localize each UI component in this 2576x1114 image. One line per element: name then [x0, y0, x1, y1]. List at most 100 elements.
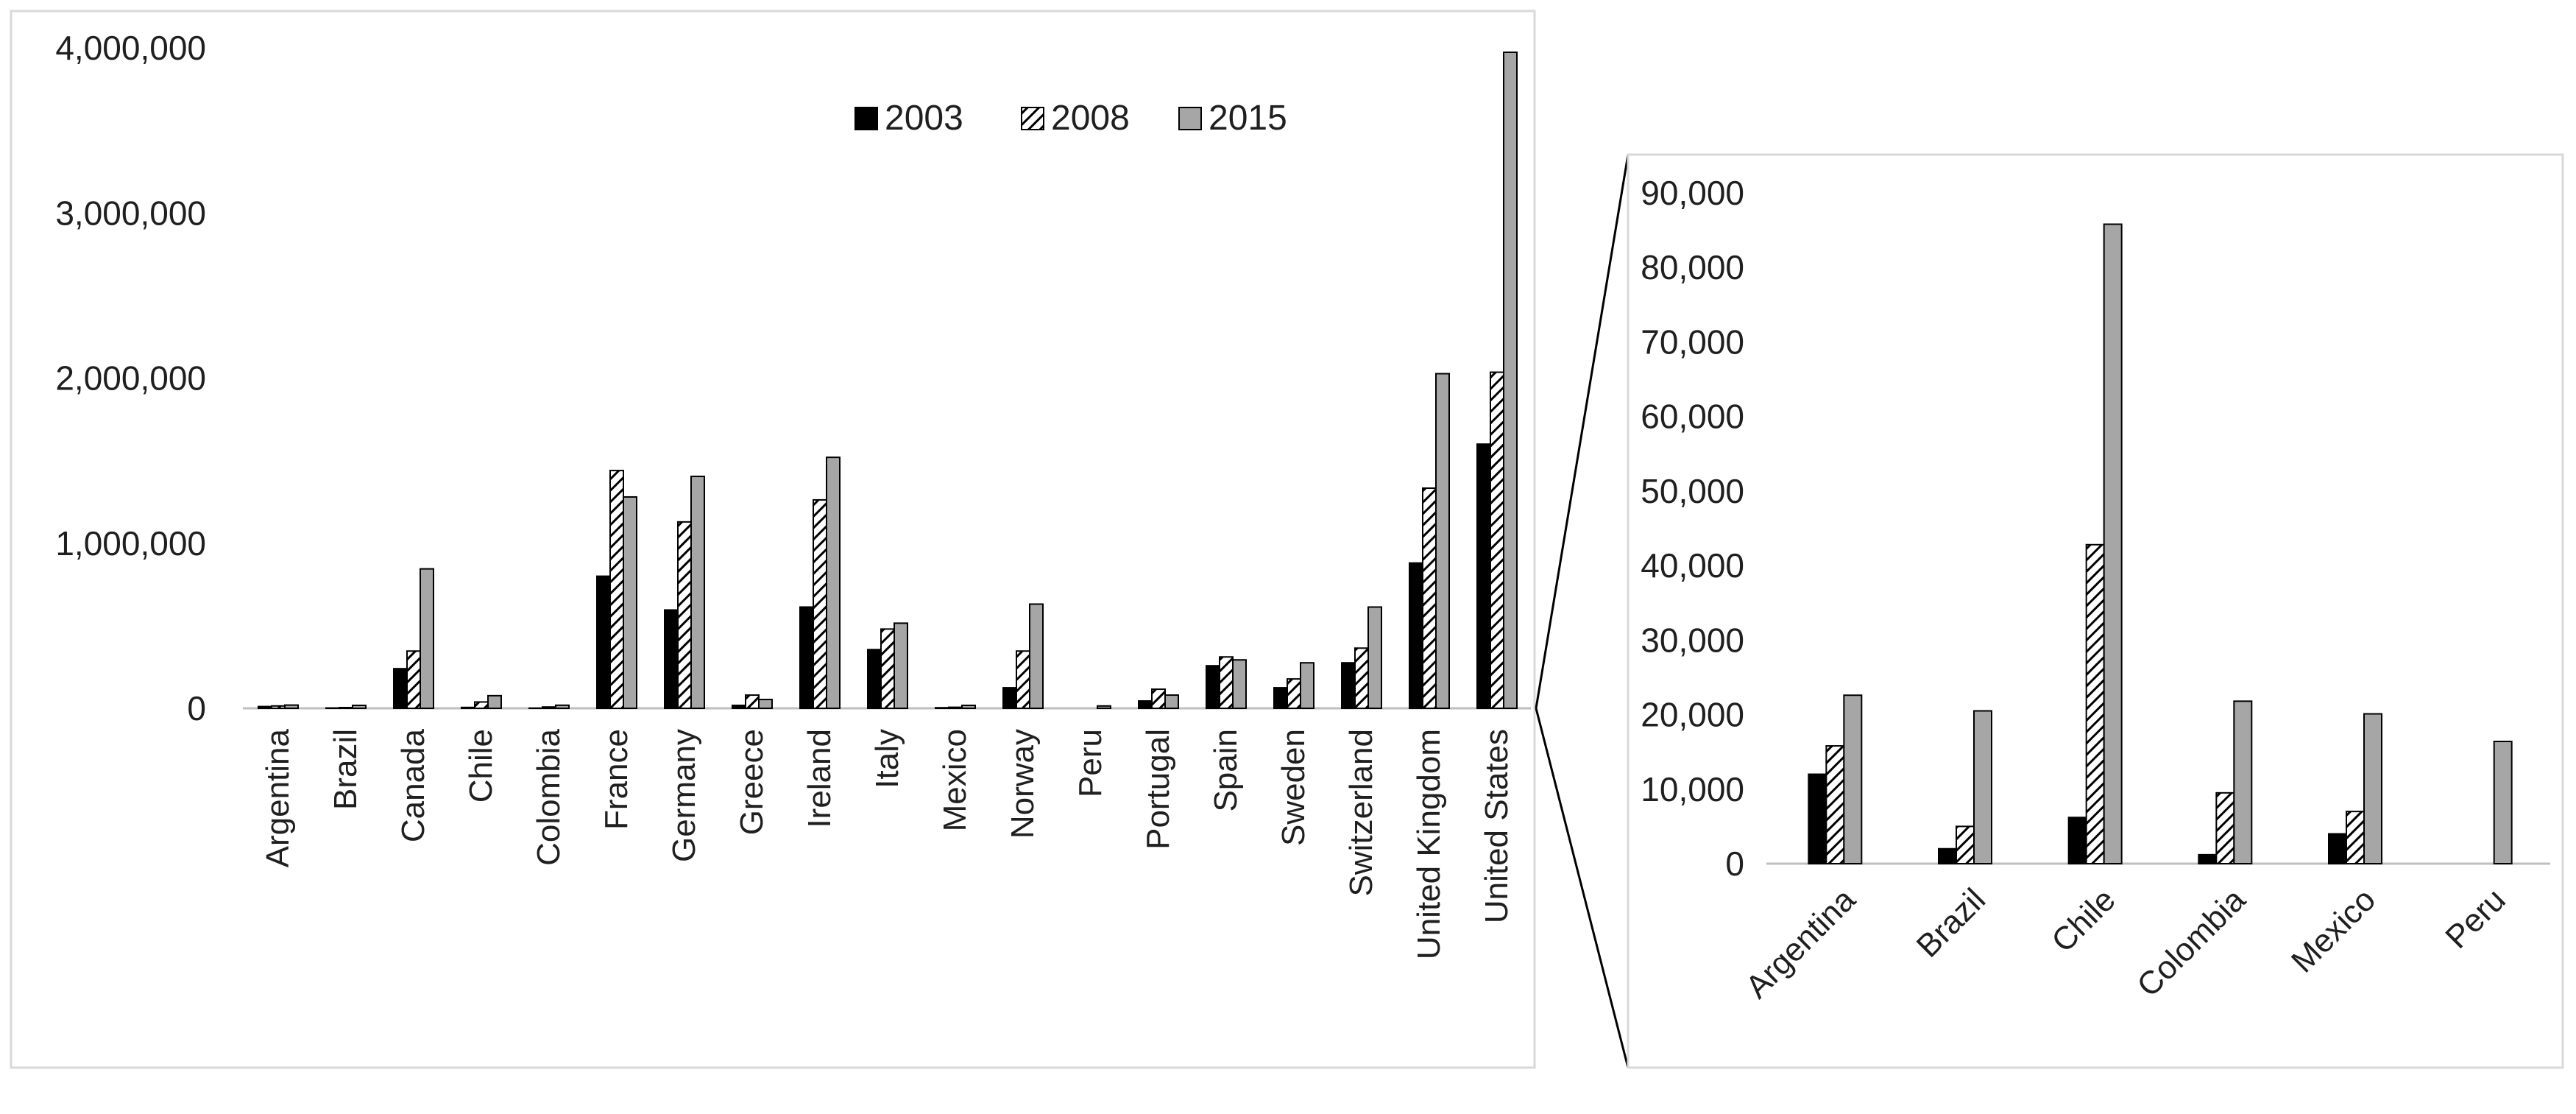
main-x-tick-label-germany: Germany: [666, 729, 702, 862]
main-bar-switzerland-2003: [1341, 662, 1356, 709]
main-chart: 0 1,000,000 2,000,000 3,000,000 4,000,000 Ar…: [10, 10, 1536, 1069]
inset-bar-chile-2003: [2067, 817, 2087, 864]
main-bar-colombia-2015: [555, 704, 570, 710]
main-bar-united-kingdom-2015: [1435, 373, 1450, 709]
main-bar-canada-2003: [393, 668, 408, 709]
main-x-tick-label-peru: Peru: [1072, 729, 1108, 797]
main-bar-germany-2015: [690, 476, 705, 709]
inset-bar-chile-2008: [2085, 543, 2105, 864]
inset-bar-brazil-2008: [1956, 825, 1975, 865]
main-x-tick-label-brazil: Brazil: [328, 729, 364, 810]
main-bar-canada-2008: [406, 650, 421, 710]
main-x-tick-label-mexico: Mexico: [937, 729, 973, 831]
main-bar-france-2008: [609, 470, 624, 710]
main-x-tick-label-chile: Chile: [463, 729, 499, 803]
main-x-tick-label-united-kingdom: United Kingdom: [1411, 729, 1447, 959]
inset-y-tick-label: 50,000: [1641, 472, 1744, 510]
inset-x-tick-label-argentina: Argentina: [1739, 881, 1863, 1005]
main-bar-norway-2015: [1029, 603, 1044, 709]
main-bar-greece-2015: [758, 699, 773, 709]
main-bar-germany-2008: [677, 521, 692, 710]
main-bar-norway-2008: [1016, 650, 1030, 710]
legend-label-2015: 2015: [1209, 99, 1287, 138]
main-bar-brazil-2015: [352, 705, 367, 709]
main-bar-ireland-2015: [826, 456, 841, 709]
inset-y-axis-ticks: 0 10,000 20,000 30,000 40,000 50,000 60,000 70,…: [1641, 174, 1744, 883]
main-bar-united-states-2015: [1503, 51, 1518, 710]
main-y-tick-label: 3,000,000: [55, 194, 206, 232]
main-bar-ireland-2008: [813, 498, 827, 709]
main-x-tick-label-colombia: Colombia: [531, 728, 567, 865]
inset-y-tick-label: 70,000: [1641, 322, 1744, 361]
main-x-tick-label-norway: Norway: [1005, 729, 1041, 839]
main-bar-france-2015: [623, 496, 637, 710]
inset-x-tick-label-peru: Peru: [2438, 881, 2512, 955]
inset-bar-colombia-2015: [2233, 700, 2253, 865]
main-x-tick-label-france: France: [598, 729, 634, 830]
inset-bar-mexico-2008: [2346, 811, 2365, 864]
main-bar-peru-2015: [1097, 705, 1111, 710]
main-bar-argentina-2015: [284, 704, 299, 710]
main-bar-united-states-2008: [1490, 371, 1504, 709]
inset-bar-argentina-2003: [1808, 773, 1827, 864]
main-x-tick-label-switzerland: Switzerland: [1343, 729, 1379, 896]
inset-y-tick-label: 10,000: [1641, 770, 1744, 808]
main-bar-mexico-2015: [961, 705, 976, 709]
inset-x-tick-label-mexico: Mexico: [2285, 881, 2382, 979]
inset-x-tick-label-colombia: Colombia: [2130, 881, 2252, 1004]
main-bar-portugal-2015: [1164, 694, 1179, 709]
main-x-tick-label-united-states: United States: [1479, 729, 1515, 923]
inset-y-tick-label: 20,000: [1641, 696, 1744, 734]
legend-swatch-2015: [1178, 107, 1202, 130]
main-bar-norway-2003: [1002, 687, 1017, 709]
main-x-tick-label-sweden: Sweden: [1275, 729, 1312, 846]
inset-chart-frame: [1627, 153, 2564, 1069]
inset-y-tick-label: 60,000: [1641, 398, 1744, 436]
zoom-connector-bottom: [1535, 708, 1630, 1068]
main-bar-united-kingdom-2003: [1409, 562, 1423, 709]
inset-bar-argentina-2008: [1825, 745, 1845, 865]
legend-swatch-2003: [854, 107, 878, 130]
main-bar-italy-2015: [894, 622, 908, 709]
inset-y-tick-label: 30,000: [1641, 621, 1744, 659]
main-bars: [258, 51, 1518, 710]
main-bar-germany-2003: [664, 609, 679, 709]
main-bar-argentina-2003: [258, 705, 272, 709]
inset-y-tick-label: 40,000: [1641, 546, 1744, 585]
inset-bar-argentina-2015: [1843, 694, 1863, 865]
zoom-connector-top: [1535, 154, 1630, 709]
main-bar-france-2003: [596, 575, 611, 709]
main-bar-ireland-2003: [799, 606, 814, 710]
inset-bar-mexico-2003: [2328, 833, 2347, 864]
main-bar-canada-2015: [420, 568, 434, 710]
inset-x-tick-label-chile: Chile: [2045, 881, 2123, 959]
inset-bar-colombia-2003: [2198, 853, 2218, 865]
main-bar-colombia-2008: [542, 706, 556, 709]
main-bar-greece-2003: [732, 705, 746, 709]
main-bar-switzerland-2008: [1354, 647, 1369, 709]
main-bar-united-kingdom-2008: [1422, 487, 1437, 709]
main-x-tick-label-ireland: Ireland: [802, 729, 838, 828]
main-x-tick-label-canada: Canada: [395, 728, 431, 842]
main-bar-spain-2015: [1232, 659, 1247, 709]
inset-bar-brazil-2015: [1973, 710, 1992, 864]
main-x-tick-label-italy: Italy: [869, 729, 905, 789]
inset-bar-mexico-2015: [2363, 713, 2382, 864]
main-bar-spain-2003: [1206, 665, 1220, 710]
main-bar-portugal-2003: [1138, 700, 1153, 709]
main-y-tick-label: 2,000,000: [55, 359, 206, 398]
main-x-tick-label-spain: Spain: [1208, 729, 1244, 812]
inset-bar-chile-2015: [2103, 223, 2123, 865]
inset-y-tick-label: 0: [1725, 845, 1744, 883]
main-bar-spain-2008: [1219, 656, 1234, 710]
main-x-tick-label-greece: Greece: [734, 729, 770, 835]
main-bar-chile-2008: [474, 701, 489, 709]
inset-y-tick-label: 80,000: [1641, 248, 1744, 286]
main-bar-italy-2008: [880, 628, 895, 709]
main-y-tick-label: 4,000,000: [55, 29, 206, 67]
main-bar-argentina-2008: [271, 705, 286, 710]
main-bar-chile-2015: [487, 694, 502, 710]
main-bar-sweden-2003: [1273, 687, 1288, 709]
main-bar-sweden-2008: [1287, 678, 1301, 710]
